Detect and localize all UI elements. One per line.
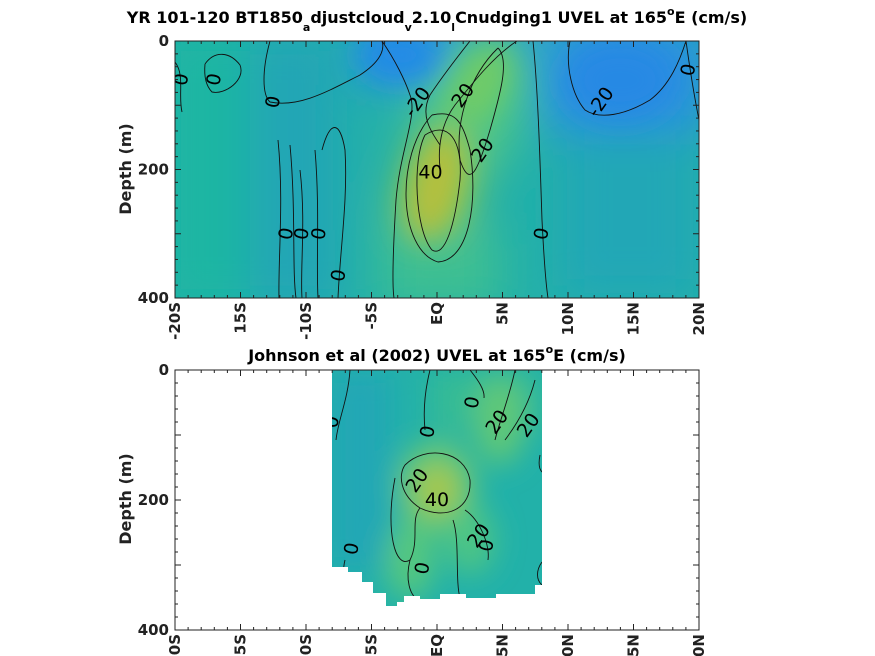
- y-tick-label-bottom: 400: [138, 621, 169, 639]
- x-axis-bottom: -20S -15S -10S -5S EQ 5N 10N 15N 20N: [166, 370, 708, 656]
- contour-label-top: 0: [307, 226, 331, 242]
- x-tick-label-top: 15S: [232, 302, 250, 334]
- panel-top-title: YR 101-120 BT1850adjustcloudv2.10lCnudgi…: [126, 5, 747, 34]
- x-tick-label-bottom: 10N: [559, 634, 577, 656]
- contour-label-bottom: 0: [411, 560, 435, 576]
- x-tick-label-top: 15N: [625, 302, 643, 335]
- contour-label-top: 0: [530, 226, 554, 242]
- x-axis-top: -20S 15S -10S -5S EQ 5N 10N 15N 20N: [166, 41, 708, 340]
- x-tick-label-bottom: -20S: [166, 634, 184, 656]
- contour-label-bottom: 0: [475, 538, 499, 554]
- contour-label-bottom: 0: [460, 395, 484, 411]
- x-tick-label-top: -5S: [363, 302, 381, 329]
- y-tick-label-top: 400: [138, 289, 169, 307]
- x-tick-label-top: EQ: [428, 302, 446, 325]
- contour-label-bottom: 40: [425, 489, 449, 511]
- contour-label-bottom: 0: [320, 414, 344, 430]
- panel-bottom: Johnson et al (2002) UVEL at 165oE (cm/s…: [116, 343, 708, 656]
- x-tick-label-bottom: -5S: [363, 634, 381, 656]
- contour-label-bottom: 0: [340, 541, 364, 557]
- contour-label-top: 40: [418, 162, 442, 184]
- x-tick-label-bottom: 20N: [690, 634, 708, 656]
- x-tick-label-top: -10S: [297, 302, 315, 340]
- contour-label-top: 0: [327, 268, 351, 284]
- x-tick-label-top: 20N: [690, 302, 708, 335]
- x-tick-label-bottom: 15N: [625, 634, 643, 656]
- y-tick-label-top: 0: [159, 32, 169, 50]
- panel-top: YR 101-120 BT1850adjustcloudv2.10lCnudgi…: [116, 5, 747, 340]
- y-tick-label-top: 200: [138, 161, 169, 179]
- y-tick-label-bottom: 200: [138, 491, 169, 509]
- y-axis-label-bottom: Depth (m): [116, 453, 135, 545]
- contour-label-top: 0: [170, 72, 194, 88]
- x-tick-label-top: 5N: [494, 302, 512, 325]
- x-tick-label-bottom: -10S: [297, 634, 315, 656]
- contour-label-top: 0: [261, 94, 285, 110]
- x-tick-label-bottom: -15S: [232, 634, 250, 656]
- contour-label-top: 0: [290, 226, 314, 242]
- contour-label-bottom: 0: [416, 424, 440, 440]
- x-tick-label-bottom: 5N: [494, 634, 512, 656]
- contour-label-top: 0: [202, 72, 226, 88]
- panel-bottom-title: Johnson et al (2002) UVEL at 165oE (cm/s…: [247, 343, 626, 365]
- contour-label-top: 0: [274, 226, 298, 242]
- contour-lines-top: [175, 41, 699, 298]
- contour-label-top: 0: [677, 62, 701, 78]
- y-tick-label-bottom: 0: [159, 361, 169, 379]
- x-tick-label-top: -20S: [166, 302, 184, 340]
- contour-lines-bottom: [335, 370, 542, 601]
- x-tick-label-top: 10N: [559, 302, 577, 335]
- y-axis-label-top: Depth (m): [116, 123, 135, 215]
- x-tick-label-bottom: EQ: [428, 634, 446, 656]
